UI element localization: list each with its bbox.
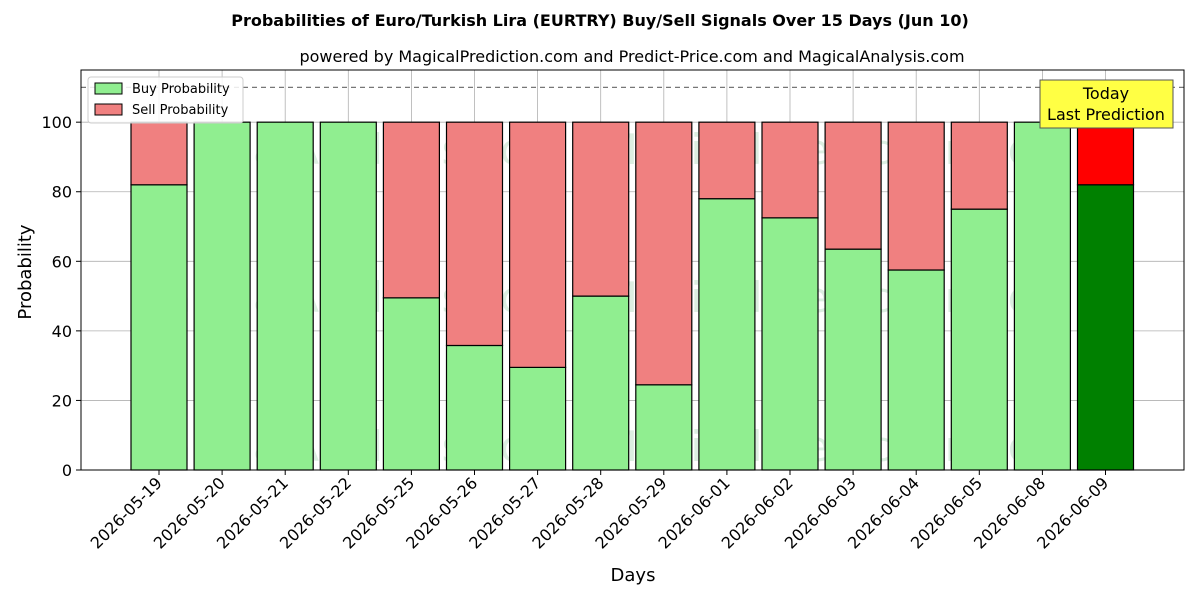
buy-bar — [509, 366, 567, 471]
sell-bar — [635, 121, 693, 386]
y-tick-label: 40 — [52, 322, 72, 341]
annotation-line: Last Prediction — [1047, 105, 1165, 124]
legend-label: Buy Probability — [132, 82, 230, 97]
y-tick-label: 80 — [52, 183, 72, 202]
sell-bar — [130, 121, 188, 186]
buy-bar — [382, 297, 440, 471]
legend-label: Sell Probability — [132, 103, 229, 118]
buy-bar — [1076, 184, 1135, 471]
sell-bar — [824, 121, 882, 250]
today-annotation: Today Last Prediction — [1039, 79, 1174, 129]
buy-bar — [635, 384, 693, 471]
y-tick-label: 60 — [52, 252, 72, 271]
buy-bar — [193, 121, 251, 471]
legend-swatch — [94, 82, 123, 95]
buy-bar — [761, 217, 819, 471]
buy-bar — [950, 208, 1008, 471]
plot-frame — [80, 69, 1185, 471]
y-axis: 0 20 40 60 80 100 — [41, 113, 81, 480]
x-axis: 2026-05-192026-05-202026-05-212026-05-22… — [87, 470, 1112, 553]
sell-bar — [950, 121, 1008, 210]
legend: Buy Probability Sell Probability — [87, 76, 244, 124]
y-tick-label: 20 — [52, 391, 72, 410]
buy-bar — [319, 121, 377, 471]
sell-bar — [887, 121, 945, 271]
sell-bar — [445, 121, 504, 347]
annotation-box — [1039, 79, 1174, 129]
chart-title: Probabilities of Euro/Turkish Lira (EURT… — [231, 11, 969, 30]
buy-bar — [887, 269, 945, 471]
sell-bar — [698, 121, 756, 200]
sell-bar — [761, 121, 819, 219]
x-axis-label: Days — [611, 565, 656, 586]
y-axis-label: Probability — [15, 224, 36, 319]
sell-bar — [1076, 121, 1135, 186]
y-tick-label: 100 — [41, 113, 72, 132]
legend-box — [87, 76, 244, 124]
buy-bar — [256, 121, 314, 471]
sell-bar — [382, 121, 440, 299]
buy-bar — [824, 248, 882, 471]
chart-subtitle: powered by MagicalPrediction.com and Pre… — [299, 47, 964, 66]
legend-swatch — [94, 103, 123, 116]
buy-bar — [445, 344, 504, 471]
bars — [130, 121, 1135, 471]
sell-bar — [509, 121, 567, 368]
y-tick-label: 0 — [62, 461, 72, 480]
buy-bar — [130, 184, 188, 471]
annotation-line: Today — [1082, 84, 1129, 103]
sell-bar — [572, 121, 630, 297]
buy-bar — [572, 295, 630, 471]
buy-bar — [698, 198, 756, 471]
buy-bar — [1013, 121, 1072, 471]
